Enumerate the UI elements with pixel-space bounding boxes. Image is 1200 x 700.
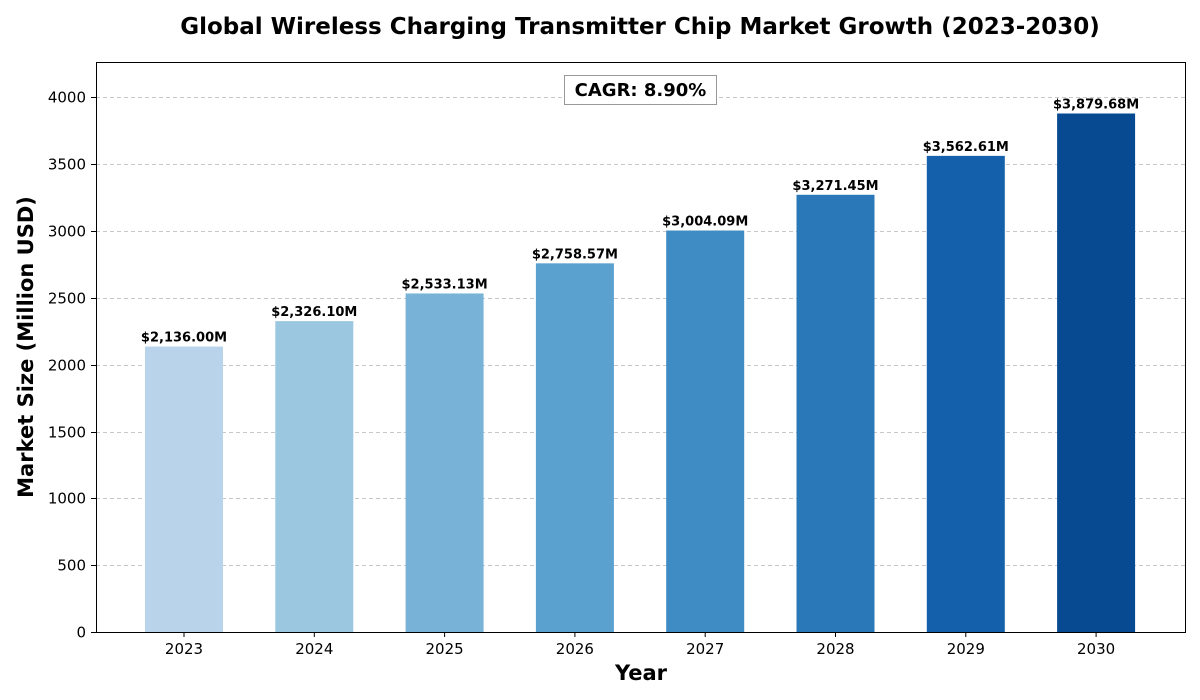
- x-tick-label-2028: 2028: [816, 640, 854, 658]
- x-tick-label-2023: 2023: [165, 640, 203, 658]
- cagr-annotation: CAGR: 8.90%: [564, 75, 717, 105]
- bar-2025: [405, 293, 484, 632]
- y-tick-label: 2500: [48, 290, 86, 308]
- y-axis-label: Market Size (Million USD): [14, 196, 38, 498]
- data-label-2024: $2,326.10M: [271, 305, 357, 320]
- x-axis-ticks: 2023 2024 2025 2026 2027 2028 2029 2030: [165, 632, 1115, 658]
- bar-2026: [535, 263, 614, 632]
- bar-2028: [796, 194, 875, 632]
- data-label-2029: $3,562.61M: [923, 140, 1009, 155]
- y-tick-label: 4000: [48, 89, 86, 107]
- y-tick-label: 500: [57, 557, 86, 575]
- plot-frame: [96, 62, 1186, 633]
- bar-2023: [145, 346, 223, 632]
- grid-lines: [96, 97, 1185, 566]
- x-tick-label-2024: 2024: [295, 640, 333, 658]
- y-tick-label: 0: [76, 624, 86, 642]
- bars: [145, 113, 1136, 633]
- cagr-annotation-box: [564, 75, 717, 105]
- data-label-2023: $2,136.00M: [141, 331, 227, 346]
- x-tick-label-2025: 2025: [426, 640, 464, 658]
- bar-2024: [275, 321, 354, 632]
- x-tick-label-2030: 2030: [1077, 640, 1115, 658]
- data-label-2026: $2,758.57M: [532, 247, 618, 262]
- x-tick-label-2026: 2026: [556, 640, 594, 658]
- bar-2029: [926, 155, 1005, 632]
- x-tick-label-2029: 2029: [947, 640, 985, 658]
- y-tick-label: 3500: [48, 156, 86, 174]
- chart-title: Global Wireless Charging Transmitter Chi…: [180, 14, 1100, 40]
- y-tick-label: 3000: [48, 223, 86, 241]
- x-tick-label-2027: 2027: [686, 640, 724, 658]
- data-label-2025: $2,533.13M: [402, 277, 488, 292]
- data-labels: $2,136.00M $2,326.10M $2,533.13M $2,758.57M…: [141, 97, 1139, 345]
- y-tick-label: 1500: [48, 424, 86, 442]
- bar-2030: [1057, 113, 1136, 632]
- bar-2027: [666, 230, 745, 633]
- y-axis-ticks: 0 500 1000 1500 2000 2500 3000 3500 4000: [48, 89, 96, 642]
- data-label-2027: $3,004.09M: [662, 215, 748, 230]
- data-label-2030: $3,879.68M: [1053, 97, 1139, 112]
- y-tick-label: 2000: [48, 357, 86, 375]
- data-label-2028: $3,271.45M: [792, 179, 878, 194]
- x-axis-label: Year: [614, 661, 668, 685]
- y-tick-label: 1000: [48, 490, 86, 508]
- cagr-annotation-text: CAGR: 8.90%: [575, 80, 707, 101]
